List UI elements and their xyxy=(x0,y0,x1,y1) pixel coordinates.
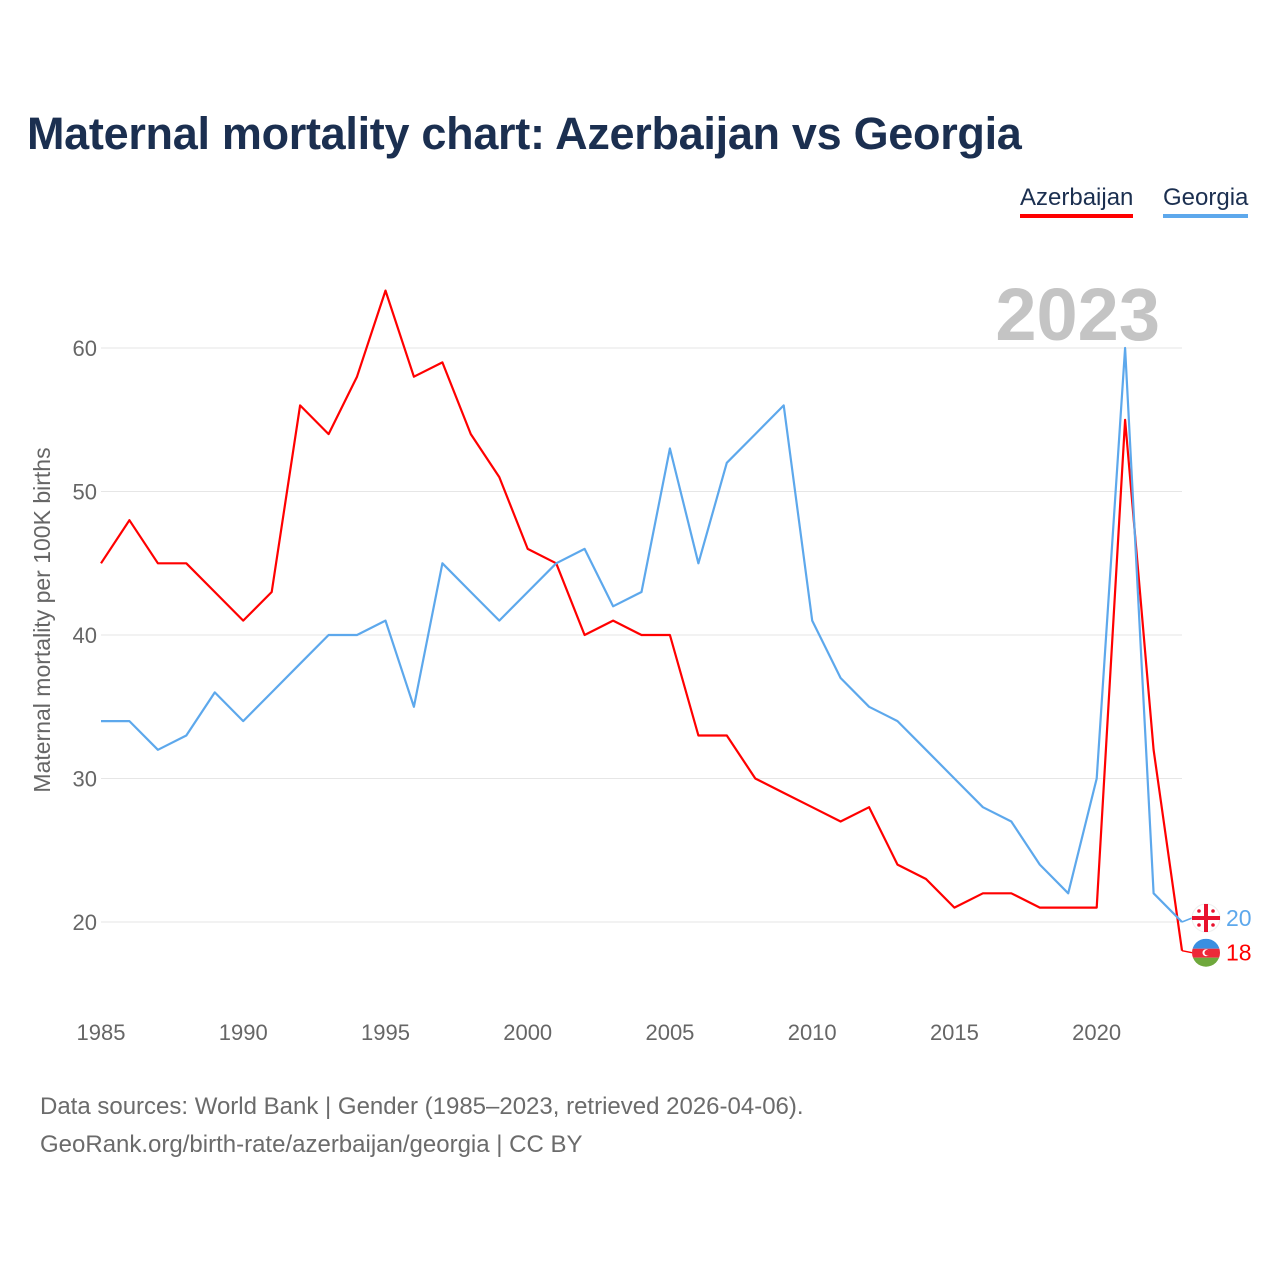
y-tick-label: 60 xyxy=(73,336,97,361)
x-tick-label: 1985 xyxy=(77,1020,126,1045)
source-line-1: Data sources: World Bank | Gender (1985–… xyxy=(40,1093,804,1120)
x-tick-label: 1995 xyxy=(361,1020,410,1045)
flag-small-cross xyxy=(1211,909,1215,913)
x-tick-label: 2015 xyxy=(930,1020,979,1045)
flag-cross-v xyxy=(1204,904,1208,932)
end-value-label: 20 xyxy=(1226,905,1252,931)
legend-georgia[interactable]: Georgia xyxy=(1163,184,1249,218)
year-label: 2023 xyxy=(995,273,1160,356)
source-note: Data sources: World Bank | Gender (1985–… xyxy=(40,1088,804,1164)
x-tick-label: 2005 xyxy=(645,1020,694,1045)
flag-stripes xyxy=(1192,938,1220,967)
crescent-cut xyxy=(1204,949,1211,956)
source-line-2: GeoRank.org/birth-rate/azerbaijan/georgi… xyxy=(40,1131,583,1158)
x-tick-label: 2010 xyxy=(788,1020,837,1045)
y-tick-label: 20 xyxy=(73,910,97,935)
stripe-blue xyxy=(1192,938,1220,949)
series-line-azerbaijan xyxy=(100,289,1184,951)
end-value-label: 18 xyxy=(1226,940,1252,966)
series-line-georgia xyxy=(101,346,1183,923)
azerbaijan-flag-icon xyxy=(1192,938,1220,967)
legend-azerbaijan[interactable]: Azerbaijan xyxy=(1020,184,1134,218)
chart-title: Maternal mortality chart: Azerbaijan vs … xyxy=(27,108,1022,159)
end-connector xyxy=(1181,949,1193,954)
georgia-flag-icon xyxy=(1191,903,1221,933)
y-tick-label: 50 xyxy=(73,480,97,505)
y-tick-label: 30 xyxy=(73,767,97,792)
flag-small-cross xyxy=(1197,909,1201,913)
end-connector xyxy=(1181,917,1193,923)
stripe-green xyxy=(1192,957,1220,967)
flag-small-cross xyxy=(1211,923,1215,927)
x-tick-label: 1990 xyxy=(219,1020,268,1045)
y-tick-label: 40 xyxy=(73,623,97,648)
y-axis-label: Maternal mortality per 100K births xyxy=(29,447,55,792)
flag-small-cross xyxy=(1197,923,1201,927)
x-tick-label: 2000 xyxy=(503,1020,552,1045)
x-tick-label: 2020 xyxy=(1072,1020,1121,1045)
